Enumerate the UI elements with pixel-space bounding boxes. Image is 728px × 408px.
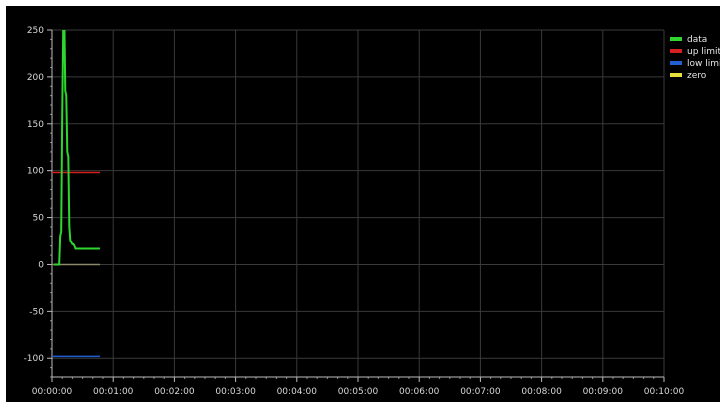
y-tick-label: 250 <box>27 26 44 36</box>
x-tick-label: 00:02:00 <box>154 387 195 397</box>
x-tick-label: 00:00:00 <box>32 387 73 397</box>
y-tick-label: 0 <box>38 260 44 270</box>
y-tick-label: 200 <box>27 73 44 83</box>
x-tick-label: 00:01:00 <box>93 387 134 397</box>
plot-series <box>52 30 100 358</box>
x-tick-label: 00:07:00 <box>460 387 501 397</box>
x-tick-label: 00:10:00 <box>644 387 685 397</box>
line-chart: 250 200 150 100 50 0 -50 -100 00:00:00 00:01:00 00… <box>24 26 720 397</box>
legend-label-up-limit: up limit <box>687 47 720 57</box>
y-tick-label: -50 <box>29 307 44 317</box>
legend-label-data: data <box>687 35 707 45</box>
y-tick-label: 100 <box>27 167 44 177</box>
series-line-data <box>54 30 100 266</box>
legend-swatch-up-limit <box>670 49 682 53</box>
x-tick-label: 00:04:00 <box>277 387 318 397</box>
tick-labels: 250 200 150 100 50 0 -50 -100 00:00:00 00:01:00 00… <box>24 26 685 397</box>
axes <box>47 29 665 382</box>
chart-frame: 250 200 150 100 50 0 -50 -100 00:00:00 00:01:00 00… <box>6 6 720 402</box>
legend: data up limit low limit zero <box>670 35 720 81</box>
legend-swatch-data <box>670 37 682 41</box>
legend-swatch-zero <box>670 73 682 77</box>
y-tick-label: -100 <box>24 354 45 364</box>
y-tick-label: 50 <box>33 214 45 224</box>
x-tick-label: 00:05:00 <box>338 387 379 397</box>
legend-label-low-limit: low limit <box>687 59 720 69</box>
y-tick-label: 150 <box>27 120 44 130</box>
x-tick-label: 00:08:00 <box>521 387 562 397</box>
grid-lines <box>51 29 665 377</box>
x-tick-label: 00:09:00 <box>583 387 624 397</box>
x-tick-label: 00:03:00 <box>215 387 256 397</box>
x-tick-label: 00:06:00 <box>399 387 440 397</box>
legend-label-zero: zero <box>687 71 707 81</box>
legend-swatch-low-limit <box>670 61 682 65</box>
